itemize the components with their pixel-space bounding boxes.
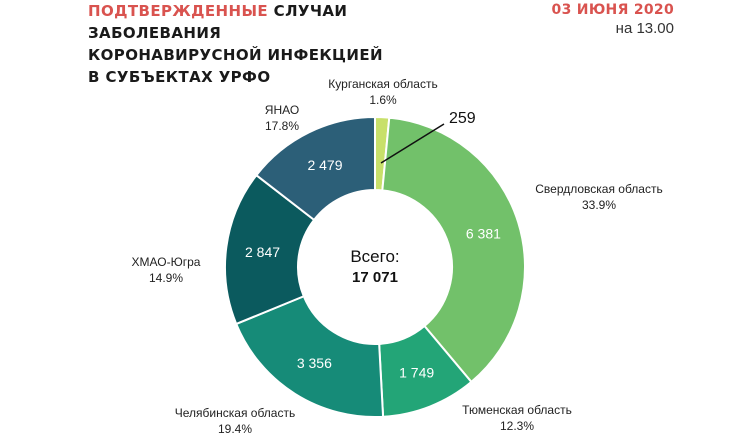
date-block: 03 ИЮНЯ 2020 на 13.00 xyxy=(552,2,674,37)
slice-value-label-5: 2 479 xyxy=(307,157,342,173)
callout-line xyxy=(380,123,445,164)
slice-value-label-2: 1 749 xyxy=(399,365,434,381)
slice-percent-label-0: 1.6% xyxy=(369,93,397,107)
slice-name-label-1: Свердловская область xyxy=(535,182,662,196)
center-total: 17 071 xyxy=(352,269,398,286)
slice-name-label-4: ХМАО-Югра xyxy=(132,255,201,269)
slice-name-label-3: Челябинская область xyxy=(175,406,295,420)
slice-percent-label-5: 17.8% xyxy=(265,119,299,133)
title-line4: В СУБЪЕКТАХ УРФО xyxy=(88,68,271,86)
title-accent: ПОДТВЕРЖДЕННЫЕ xyxy=(88,2,269,20)
slice-percent-label-1: 33.9% xyxy=(582,198,616,212)
slice-5 xyxy=(254,115,376,222)
center-label: Всего: xyxy=(350,247,399,266)
title-line3: КОРОНАВИРУСНОЙ ИНФЕКЦИЕЙ xyxy=(88,46,383,64)
title-line2: ЗАБОЛЕВАНИЯ xyxy=(88,24,222,42)
date-label: 03 ИЮНЯ 2020 xyxy=(551,2,674,18)
slice-3 xyxy=(234,294,385,418)
title-line1-rest: СЛУЧАИ xyxy=(268,2,348,20)
slice-name-label-5: ЯНАО xyxy=(265,103,299,117)
slice-value-label-3: 3 356 xyxy=(297,355,332,371)
slice-value-label-4: 2 847 xyxy=(245,244,280,260)
slice-percent-label-3: 19.4% xyxy=(218,422,252,436)
slice-name-label-2: Тюменская область xyxy=(462,403,572,417)
slice-percent-label-4: 14.9% xyxy=(149,271,183,285)
chart-title: ПОДТВЕРЖДЕННЫЕ СЛУЧАИ ЗАБОЛЕВАНИЯ КОРОНА… xyxy=(88,0,383,88)
callout-value-kurgan: 259 xyxy=(449,110,476,127)
time-label: на 13.00 xyxy=(615,20,674,37)
slice-name-label-0: Курганская область xyxy=(328,77,437,91)
slice-percent-label-2: 12.3% xyxy=(500,419,534,433)
slice-value-label-1: 6 381 xyxy=(466,225,501,241)
slice-1 xyxy=(381,116,526,384)
